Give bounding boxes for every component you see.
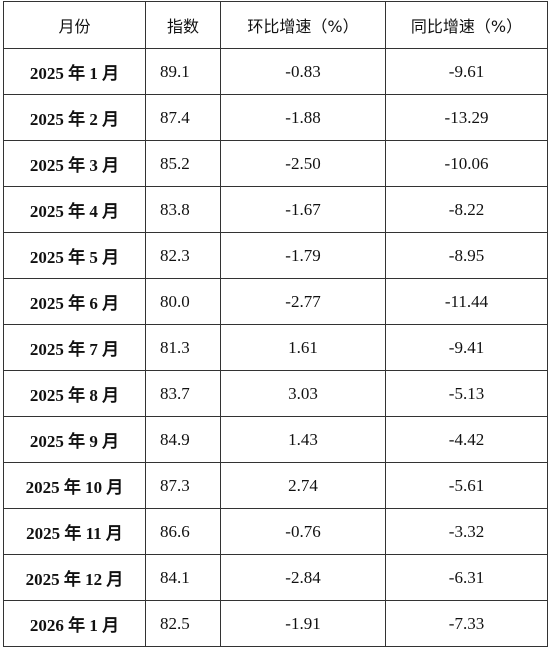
table-row: 2026 年 1 月 82.5 -1.91 -7.33	[3, 600, 548, 647]
table-row: 2025 年 3 月 85.2 -2.50 -10.06	[3, 140, 548, 187]
month-cell: 2025 年 8 月	[3, 370, 146, 417]
header-cell: 同比增速（%）	[385, 1, 548, 49]
month-cell: 2025 年 1 月	[3, 48, 146, 95]
month-cell: 2026 年 1 月	[3, 600, 146, 647]
data-table: 月份 指数 环比增速（%） 同比增速（%） 2025 年 1 月 89.1 -0.8…	[3, 1, 548, 647]
index-cell: 82.3	[145, 232, 221, 279]
month-cell: 2025 年 3 月	[3, 140, 146, 187]
yoy-cell: -13.29	[385, 94, 548, 141]
index-cell: 80.0	[145, 278, 221, 325]
header-row: 月份 指数 环比增速（%） 同比增速（%）	[3, 1, 548, 49]
table-row: 2025 年 5 月 82.3 -1.79 -8.95	[3, 232, 548, 279]
mom-cell: -1.91	[220, 600, 386, 647]
index-cell: 83.8	[145, 186, 221, 233]
mom-cell: -0.83	[220, 48, 386, 95]
yoy-cell: -3.32	[385, 508, 548, 555]
index-cell: 82.5	[145, 600, 221, 647]
index-cell: 81.3	[145, 324, 221, 371]
table-row: 2025 年 8 月 83.7 3.03 -5.13	[3, 370, 548, 417]
yoy-cell: -5.13	[385, 370, 548, 417]
header-cell: 指数	[145, 1, 221, 49]
mom-cell: -1.67	[220, 186, 386, 233]
yoy-cell: -11.44	[385, 278, 548, 325]
month-cell: 2025 年 5 月	[3, 232, 146, 279]
mom-cell: -2.77	[220, 278, 386, 325]
table-row: 2025 年 4 月 83.8 -1.67 -8.22	[3, 186, 548, 233]
yoy-cell: -9.61	[385, 48, 548, 95]
yoy-cell: -6.31	[385, 554, 548, 601]
month-cell: 2025 年 4 月	[3, 186, 146, 233]
table-body: 2025 年 1 月 89.1 -0.83 -9.61 2025 年 2 月 87.4 -1…	[3, 48, 548, 647]
table-row: 2025 年 6 月 80.0 -2.77 -11.44	[3, 278, 548, 325]
mom-cell: -0.76	[220, 508, 386, 555]
index-cell: 84.9	[145, 416, 221, 463]
table-row: 2025 年 1 月 89.1 -0.83 -9.61	[3, 48, 548, 95]
month-cell: 2025 年 9 月	[3, 416, 146, 463]
index-cell: 86.6	[145, 508, 221, 555]
month-cell: 2025 年 12 月	[3, 554, 146, 601]
index-cell: 87.4	[145, 94, 221, 141]
index-cell: 85.2	[145, 140, 221, 187]
index-cell: 84.1	[145, 554, 221, 601]
month-cell: 2025 年 10 月	[3, 462, 146, 509]
month-cell: 2025 年 11 月	[3, 508, 146, 555]
mom-cell: -1.79	[220, 232, 386, 279]
index-cell: 89.1	[145, 48, 221, 95]
table-row: 2025 年 11 月 86.6 -0.76 -3.32	[3, 508, 548, 555]
yoy-cell: -7.33	[385, 600, 548, 647]
month-cell: 2025 年 6 月	[3, 278, 146, 325]
yoy-cell: -5.61	[385, 462, 548, 509]
yoy-cell: -10.06	[385, 140, 548, 187]
header-cell: 月份	[3, 1, 146, 49]
mom-cell: -1.88	[220, 94, 386, 141]
index-cell: 83.7	[145, 370, 221, 417]
table-row: 2025 年 9 月 84.9 1.43 -4.42	[3, 416, 548, 463]
mom-cell: -2.84	[220, 554, 386, 601]
month-cell: 2025 年 7 月	[3, 324, 146, 371]
index-cell: 87.3	[145, 462, 221, 509]
mom-cell: 3.03	[220, 370, 386, 417]
yoy-cell: -8.22	[385, 186, 548, 233]
mom-cell: -2.50	[220, 140, 386, 187]
table-row: 2025 年 12 月 84.1 -2.84 -6.31	[3, 554, 548, 601]
mom-cell: 1.61	[220, 324, 386, 371]
mom-cell: 2.74	[220, 462, 386, 509]
table-row: 2025 年 2 月 87.4 -1.88 -13.29	[3, 94, 548, 141]
header-cell: 环比增速（%）	[220, 1, 386, 49]
table-row: 2025 年 7 月 81.3 1.61 -9.41	[3, 324, 548, 371]
month-cell: 2025 年 2 月	[3, 94, 146, 141]
yoy-cell: -4.42	[385, 416, 548, 463]
yoy-cell: -8.95	[385, 232, 548, 279]
table-row: 2025 年 10 月 87.3 2.74 -5.61	[3, 462, 548, 509]
mom-cell: 1.43	[220, 416, 386, 463]
yoy-cell: -9.41	[385, 324, 548, 371]
